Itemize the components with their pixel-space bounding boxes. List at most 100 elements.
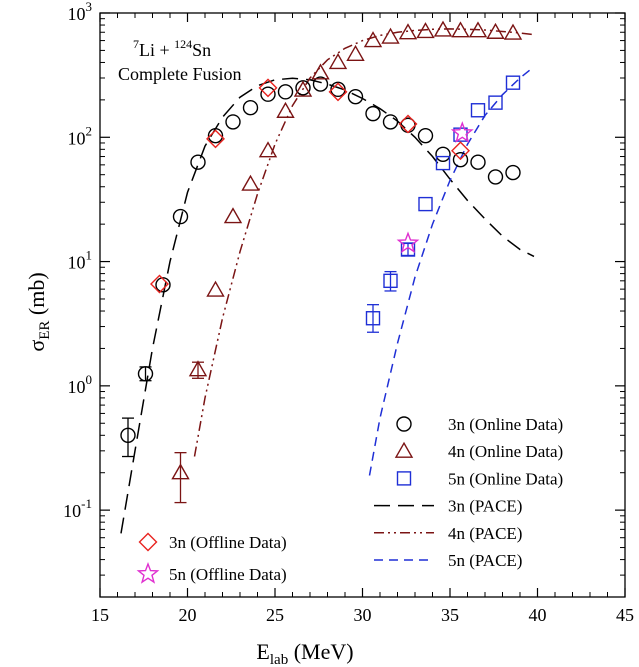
data-point-s4n_online <box>171 463 190 480</box>
x-tick-label: 15 <box>91 605 109 625</box>
data-point-s5n_offline <box>450 121 474 143</box>
legend-marker <box>136 562 160 584</box>
x-tick-label: 45 <box>616 605 634 625</box>
legend-label: 3n (Online Data) <box>448 415 563 434</box>
legend-entry-pace5n: 5n (PACE) <box>374 551 522 570</box>
data-point-s4n_online <box>311 63 330 80</box>
data-point-s4n_online <box>416 22 435 39</box>
data-point-s3n_online <box>190 154 206 170</box>
data-point-s3n_online <box>505 164 521 181</box>
data-point-s4n_online <box>293 80 313 97</box>
data-point-s3n_offline <box>258 78 278 98</box>
legend-entry-s5n_offline: 5n (Offline Data) <box>136 562 287 584</box>
data-point-s3n_offline <box>398 114 418 134</box>
data-point-s4n_online <box>223 207 243 224</box>
legend-label: 5n (Online Data) <box>448 469 563 488</box>
legend-label: 4n (PACE) <box>448 524 522 543</box>
data-point-s3n_online <box>452 152 469 168</box>
data-point-s3n_online <box>330 81 346 98</box>
data-point-s3n_offline <box>150 274 169 294</box>
legend-entry-pace4n: 4n (PACE) <box>374 524 522 543</box>
x-tick-label: 20 <box>179 605 197 625</box>
data-point-s4n_online <box>241 174 260 191</box>
data-point-s3n_online <box>242 99 259 116</box>
data-point-s3n_online <box>470 154 486 170</box>
legend-entry-s4n_online: 4n (Online Data) <box>394 441 563 461</box>
data-point-s3n_online <box>347 89 364 105</box>
data-point-s3n_online <box>137 366 154 382</box>
data-point-s5n_online <box>400 242 416 257</box>
data-point-s3n_online <box>207 127 224 144</box>
data-point-s5n_online <box>488 95 503 110</box>
legend-label: 5n (Offline Data) <box>169 565 287 584</box>
plot-layer <box>120 20 535 534</box>
x-tick-label: 30 <box>354 605 372 625</box>
data-point-s4n_online <box>451 21 470 38</box>
legend-entry-s3n_online: 3n (Online Data) <box>396 415 563 434</box>
data-point-s5n_online <box>365 311 381 326</box>
data-point-s5n_online <box>418 196 433 212</box>
legend-entry-pace3n: 3n (PACE) <box>374 497 522 516</box>
legend-marker <box>396 471 412 486</box>
legend-marker <box>396 416 412 432</box>
data-point-s4n_online <box>398 23 418 40</box>
x-axis-title: Elab (MeV) <box>256 639 353 667</box>
data-point-s4n_online <box>433 20 453 37</box>
data-point-s4n_online <box>363 31 383 48</box>
series-s5n_offline <box>396 121 474 254</box>
legend-entry-s3n_offline: 3n (Offline Data) <box>138 532 287 552</box>
data-point-s3n_online <box>417 127 434 144</box>
complete-fusion-label: Complete Fusion <box>118 64 242 84</box>
data-point-s3n_offline <box>328 82 348 102</box>
data-point-s5n_online <box>435 155 451 171</box>
data-point-s4n_online <box>468 21 488 38</box>
legend-marker <box>394 441 414 458</box>
series-s5n_online <box>365 75 521 333</box>
y-axis-title: σER (mb) <box>24 272 53 351</box>
legend-label: 3n (PACE) <box>448 497 522 516</box>
data-point-s3n_online <box>155 277 171 293</box>
data-point-s3n_online <box>260 86 276 102</box>
data-point-s5n_offline <box>396 231 420 254</box>
data-point-s3n_online <box>120 427 136 444</box>
data-point-s3n_online <box>225 114 241 130</box>
data-point-s5n_online <box>383 273 398 289</box>
data-point-s4n_online <box>258 141 278 158</box>
series-line-pace5n <box>368 66 535 476</box>
data-point-s4n_online <box>381 27 400 44</box>
y-tick-label: 10-1 <box>63 496 92 521</box>
series-s3n_offline <box>150 78 470 294</box>
data-point-s3n_online <box>487 169 504 185</box>
y-tick-label: 103 <box>68 0 93 24</box>
data-point-s3n_online <box>277 84 294 100</box>
data-point-s4n_online <box>486 22 505 39</box>
y-tick-label: 100 <box>68 372 93 397</box>
data-point-s4n_online <box>206 280 225 297</box>
data-point-s3n_online <box>382 114 399 130</box>
reaction-label: 7Li + 124Sn <box>133 37 211 60</box>
data-point-s3n_online <box>172 208 189 225</box>
legend-layer: 3n (Online Data) 4n (Online Data) 5n (Onli… <box>136 415 563 584</box>
data-point-s3n_online <box>312 76 329 92</box>
data-point-s4n_online <box>503 23 523 40</box>
data-point-s3n_offline <box>206 129 225 149</box>
legend-entry-s5n_online: 5n (Online Data) <box>396 469 563 488</box>
x-tick-label: 40 <box>529 605 547 625</box>
data-point-s5n_online <box>505 75 521 90</box>
x-tick-label: 35 <box>441 605 459 625</box>
data-point-s4n_online <box>346 44 365 62</box>
legend-marker <box>138 532 158 552</box>
legend-label: 5n (PACE) <box>448 551 522 570</box>
series-s3n_online <box>120 76 521 458</box>
data-point-s5n_online <box>470 103 486 118</box>
legend-label: 4n (Online Data) <box>448 442 563 461</box>
data-point-s3n_online <box>435 146 451 162</box>
legend-label: 3n (Offline Data) <box>169 533 287 552</box>
data-point-s3n_online <box>365 105 381 122</box>
series-line-pace3n <box>120 77 535 534</box>
data-point-s4n_online <box>328 53 348 70</box>
x-tick-label: 25 <box>266 605 284 625</box>
series-line-pace4n <box>193 28 535 457</box>
